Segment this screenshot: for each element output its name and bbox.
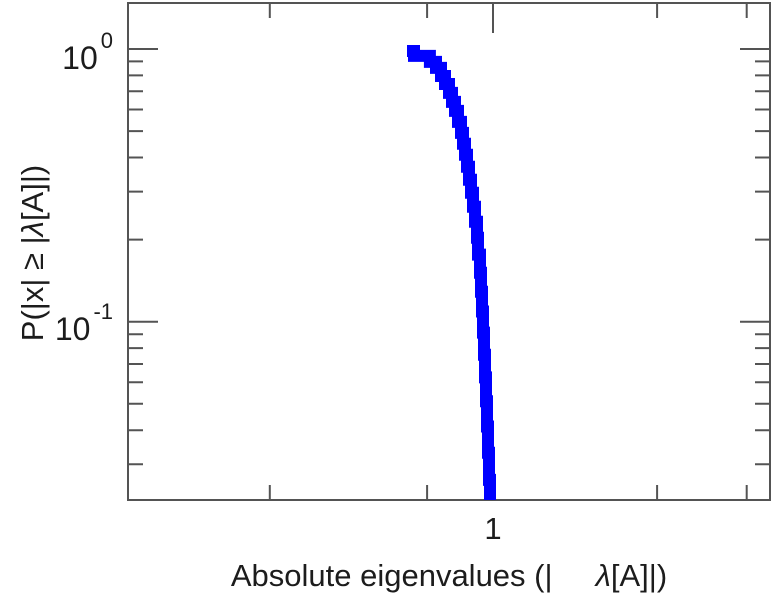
x-axis-label: Absolute eigenvalues (| λ[A]|) [231,558,667,594]
plot-border [127,2,771,501]
x-axis-label-pre: Absolute eigenvalues (| [230,558,553,593]
x-tick-label-1: 1 [484,511,502,546]
y-axis-label-post: [A]|) [15,164,50,222]
y-tick-label-1e-1: 10 -1 [54,301,113,347]
y-tick-1e-1-base: 10 [54,311,91,347]
ccdf-curve [407,45,496,500]
x-axis-label-gap [553,558,596,593]
lambda-symbol: λ [595,558,611,593]
y-axis-label: P(|x| ≥ |λ[A]|) [15,165,51,341]
y-axis-label-pre: P(|x| ≥ | [15,236,50,342]
lambda-symbol: λ [15,221,50,237]
y-tick-1e-1-exponent: -1 [93,299,113,324]
y-tick-1e0-base: 10 [62,40,98,76]
y-tick-label-1e0: 10 0 [62,30,113,76]
y-tick-1e0-exponent: 0 [100,28,113,53]
x-axis-label-post: [A]|) [610,558,668,593]
